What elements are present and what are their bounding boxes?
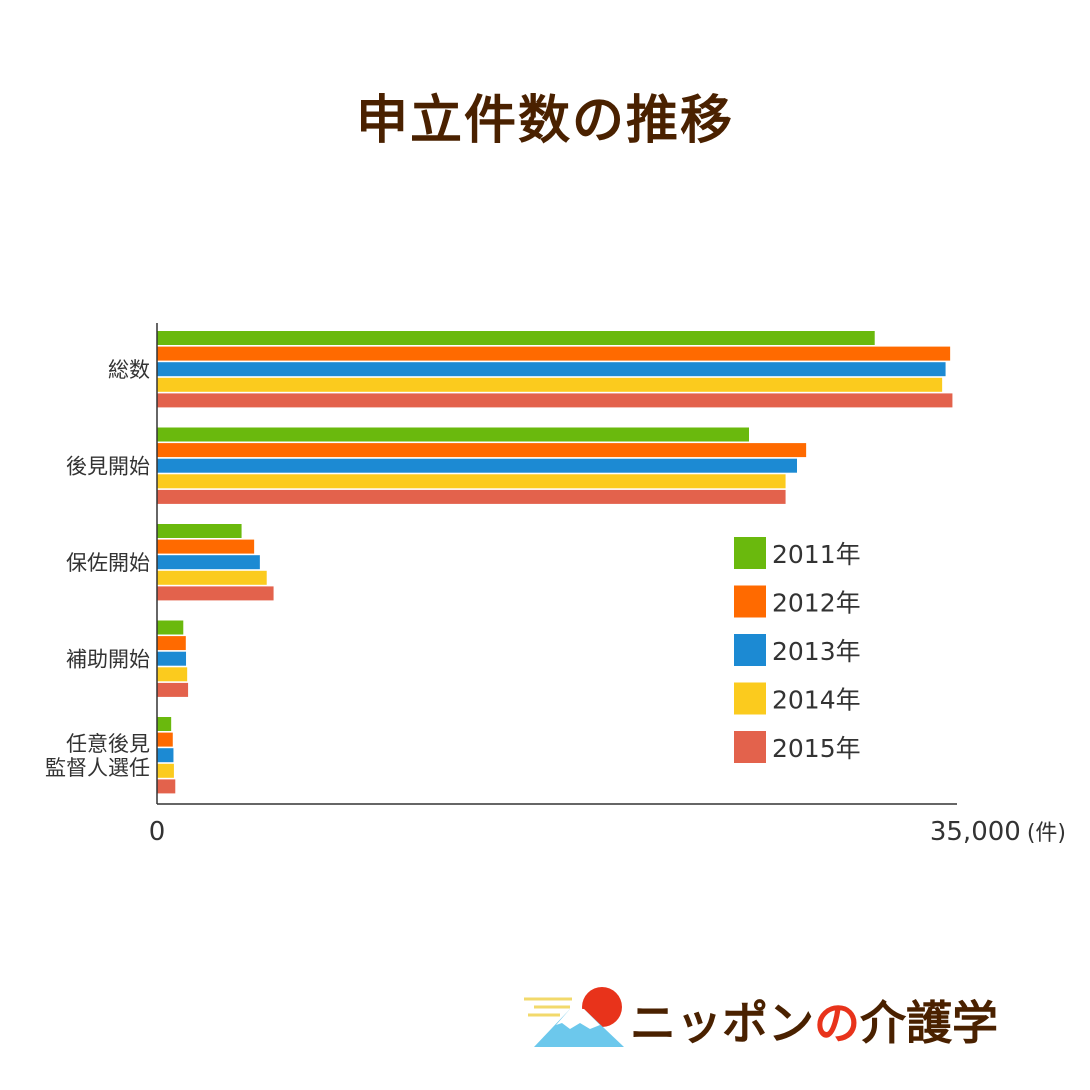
bar: [157, 524, 242, 538]
logo-text-2: の: [814, 996, 860, 1050]
category-label: 補助開始: [66, 648, 150, 672]
bar: [157, 717, 172, 731]
bar: [157, 682, 189, 697]
brand-logo: ニッポンの介護学: [520, 985, 1060, 1055]
x-unit: (件): [1027, 821, 1066, 846]
bar: [157, 458, 797, 473]
bar: [157, 331, 875, 345]
category-label: 保佐開始: [66, 551, 150, 575]
bar: [157, 377, 943, 392]
legend-label: 2012年: [772, 589, 861, 618]
logo-text-3: 介護学: [860, 996, 998, 1050]
bar: [157, 346, 951, 361]
bar: [157, 570, 267, 585]
legend: 2011年 2012年 2013年 2014年 2015年: [734, 537, 861, 763]
legend-swatch: [734, 585, 766, 618]
legend-swatch: [734, 537, 766, 569]
x-tick-max: 35,000 (件): [930, 817, 1066, 847]
legend-label: 2015年: [772, 734, 861, 763]
bar: [157, 748, 174, 763]
x-tick-min: 0: [149, 817, 166, 847]
bars-group: [157, 331, 953, 794]
category-label: 任意後見監督人選任: [45, 732, 150, 780]
bar: [157, 779, 176, 794]
logo-text-1: ニッポン: [630, 996, 814, 1050]
legend-swatch: [734, 682, 766, 715]
bar: [157, 489, 786, 504]
mountain-sun-icon: [524, 987, 624, 1047]
bar: [157, 651, 187, 666]
category-label: 総数: [108, 358, 150, 382]
bar: [157, 474, 786, 489]
bar: [157, 539, 255, 554]
bar: [157, 555, 260, 570]
legend-swatch: [734, 634, 766, 666]
bar: [157, 763, 174, 778]
bar: [157, 667, 188, 682]
bar: [157, 443, 807, 458]
bar: [157, 620, 184, 635]
logo-text: ニッポンの介護学: [630, 987, 998, 1053]
bar: [157, 732, 173, 747]
bar: [157, 427, 749, 442]
x-tick-max-value: 35,000: [930, 817, 1021, 847]
bar: [157, 586, 274, 601]
bar: [157, 636, 186, 651]
legend-label: 2011年: [772, 540, 861, 569]
legend-label: 2013年: [772, 637, 861, 666]
category-label: 後見開始: [66, 455, 150, 479]
bar: [157, 362, 946, 377]
legend-swatch: [734, 731, 766, 763]
legend-label: 2014年: [772, 686, 861, 715]
chart-title: 申立件数の推移: [355, 91, 734, 151]
bar: [157, 393, 953, 408]
